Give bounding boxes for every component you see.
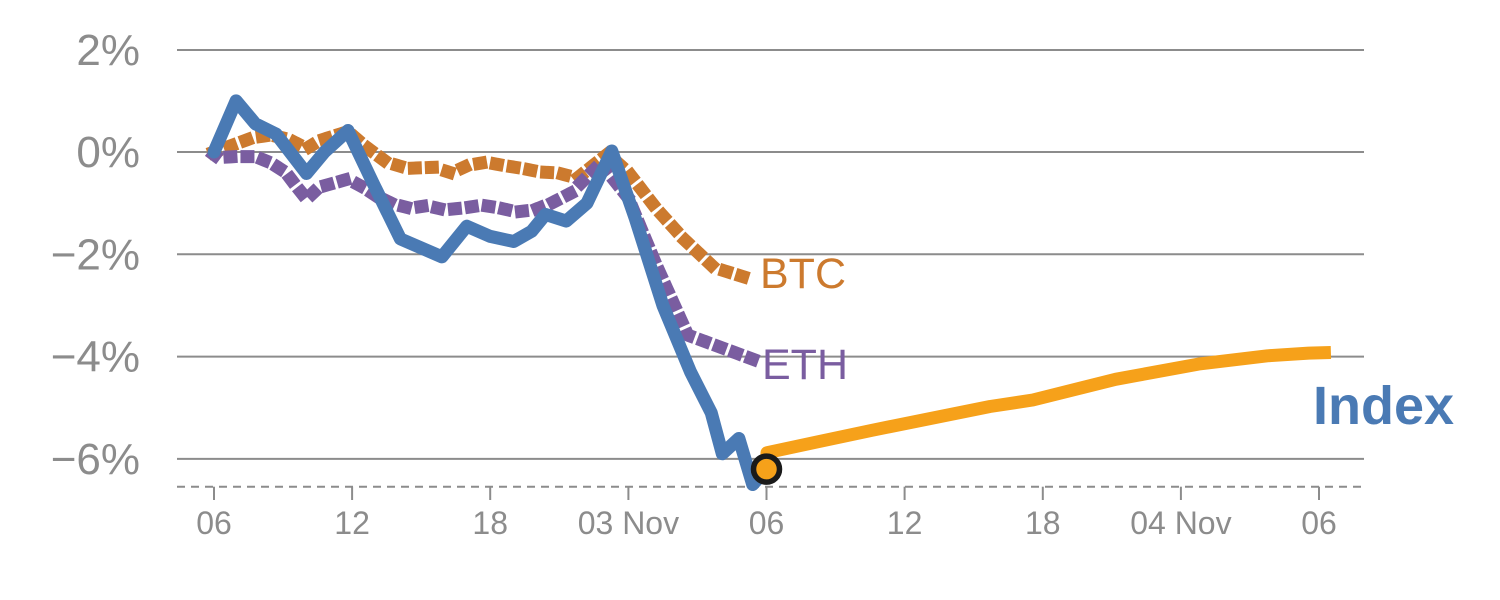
svg-text:−2%: −2% — [51, 230, 140, 279]
svg-text:BTC: BTC — [760, 250, 846, 298]
svg-text:12: 12 — [887, 505, 923, 541]
svg-text:04 Nov: 04 Nov — [1130, 505, 1231, 541]
svg-text:06: 06 — [1301, 505, 1337, 541]
svg-text:0%: 0% — [76, 128, 140, 177]
svg-text:03 Nov: 03 Nov — [578, 505, 679, 541]
svg-text:06: 06 — [749, 505, 785, 541]
svg-text:12: 12 — [334, 505, 370, 541]
svg-text:18: 18 — [472, 505, 508, 541]
svg-text:2%: 2% — [76, 26, 140, 75]
svg-text:−6%: −6% — [51, 435, 140, 484]
svg-text:06: 06 — [196, 505, 232, 541]
svg-text:18: 18 — [1025, 505, 1061, 541]
svg-text:Index: Index — [1313, 376, 1454, 436]
svg-text:−4%: −4% — [51, 333, 140, 382]
svg-text:ETH: ETH — [762, 341, 848, 389]
